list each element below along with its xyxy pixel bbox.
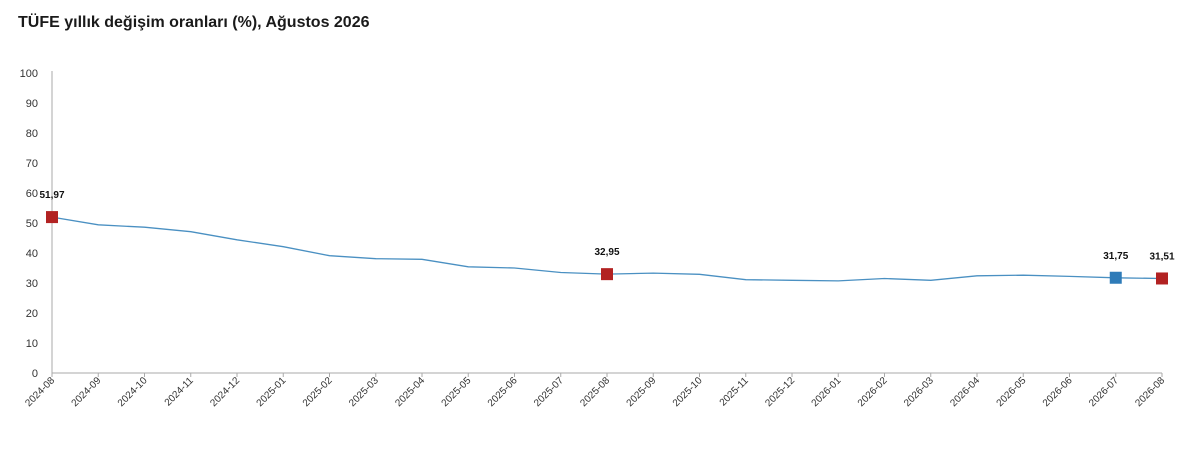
x-tick-label: 2025-05 <box>440 375 474 409</box>
data-labels: 51,97 32,95 31,75 31,51 <box>39 190 1174 262</box>
y-tick-label: 80 <box>26 128 38 140</box>
x-tick-label: 2026-01 <box>810 375 844 409</box>
x-tick-label: 2024-08 <box>23 375 57 409</box>
x-tick-label: 2025-09 <box>625 375 659 409</box>
x-tick-label: 2025-01 <box>255 375 289 409</box>
x-tick-label: 2026-04 <box>948 375 982 409</box>
x-tick-label: 2024-10 <box>116 375 150 409</box>
y-tick-label: 40 <box>26 248 38 260</box>
x-axis: 2024-08 2024-09 2024-10 2024-11 2024-12 2025-… <box>23 372 1167 409</box>
x-tick-label: 2026-08 <box>1133 375 1167 409</box>
data-point-marker <box>46 211 58 224</box>
y-tick-label: 90 <box>26 98 38 110</box>
x-tick-label: 2026-06 <box>1041 375 1075 409</box>
data-point-marker <box>1156 272 1168 285</box>
data-label: 32,95 <box>594 247 619 258</box>
x-tick-label: 2025-10 <box>671 375 705 409</box>
y-tick-label: 70 <box>26 158 38 170</box>
highlighted-markers <box>46 211 1168 285</box>
x-tick-label: 2026-07 <box>1087 375 1121 409</box>
x-tick-label: 2025-11 <box>718 375 752 409</box>
data-label: 31,75 <box>1103 251 1128 262</box>
data-label: 51,97 <box>39 190 64 201</box>
x-tick-label: 2026-02 <box>856 375 890 409</box>
x-tick-label: 2025-12 <box>763 375 797 409</box>
x-tick-label: 2025-06 <box>486 375 520 409</box>
x-tick-label: 2025-04 <box>393 375 427 409</box>
data-label: 31,51 <box>1149 251 1174 262</box>
y-tick-label: 10 <box>26 338 38 350</box>
data-point-marker <box>601 268 613 281</box>
x-tick-label: 2025-03 <box>347 375 381 409</box>
y-tick-label: 30 <box>26 278 38 290</box>
x-tick-label: 2025-02 <box>301 375 335 409</box>
y-axis: 0 10 20 30 40 50 60 70 80 90 100 <box>20 68 53 380</box>
y-tick-label: 0 <box>32 368 38 380</box>
x-tick-label: 2024-09 <box>70 375 104 409</box>
chart-title: TÜFE yıllık değişim oranları (%), Ağusto… <box>18 14 370 31</box>
x-tick-label: 2026-03 <box>902 375 936 409</box>
x-tick-label: 2025-07 <box>532 375 566 409</box>
y-tick-label: 60 <box>26 188 38 200</box>
x-tick-label: 2024-12 <box>208 375 242 409</box>
x-tick-label: 2026-05 <box>995 375 1029 409</box>
y-tick-label: 20 <box>26 308 38 320</box>
x-tick-label: 2025-08 <box>578 375 612 409</box>
x-tick-label: 2024-11 <box>163 375 197 409</box>
y-tick-label: 100 <box>20 68 38 80</box>
y-tick-label: 50 <box>26 218 38 230</box>
data-point-marker <box>1109 271 1122 284</box>
